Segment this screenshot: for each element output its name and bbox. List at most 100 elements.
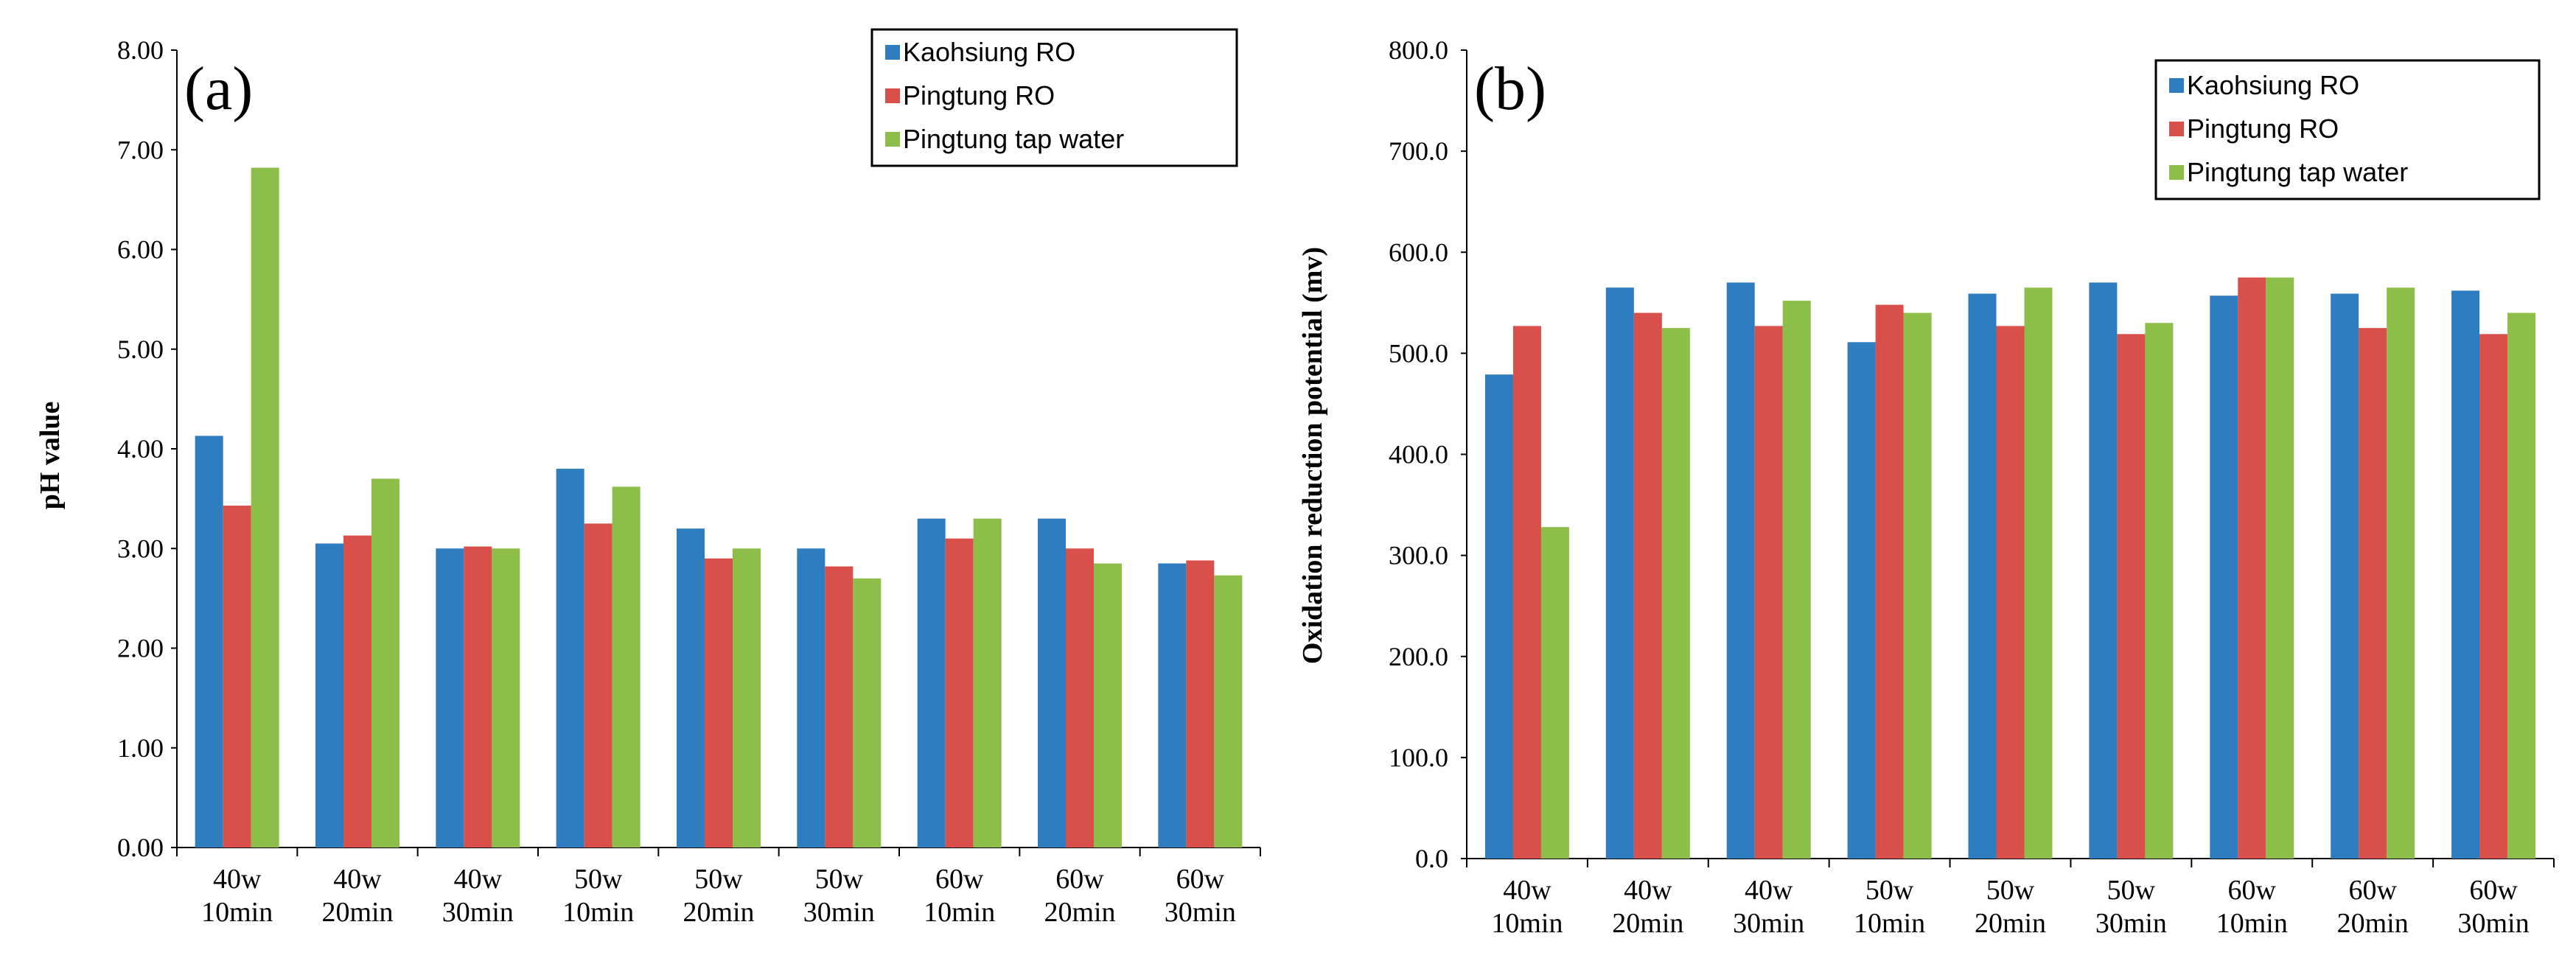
chart-b-xtick-label-power: 40w xyxy=(1503,875,1551,906)
chart-b-bar-pingtung_tap xyxy=(2024,287,2053,859)
chart-b-legend: Kaohsiung RO Pingtung RO Pingtung tap wate… xyxy=(2154,59,2541,200)
chart-a-xtick-label-power: 60w xyxy=(1176,864,1225,895)
chart-a-bar-kaohsiung_ro xyxy=(917,518,946,848)
chart-b-xtick-label-power: 40w xyxy=(1624,875,1672,906)
chart-a-legend-label-pingtung_tap: Pingtung tap water xyxy=(903,124,1124,154)
chart-a-legend-label-kaohsiung_ro: Kaohsiung RO xyxy=(903,37,1075,67)
chart-b-legend-box xyxy=(2154,59,2541,200)
chart-b-bar-kaohsiung_ro xyxy=(1726,282,1755,859)
chart-a-bar-pingtung_tap xyxy=(973,518,1002,848)
chart-b-ylabel: Oxidation reduction potential (mv) xyxy=(1297,247,1328,664)
chart-a-bar-kaohsiung_ro xyxy=(1038,518,1066,848)
chart-a-legend-swatch-pingtung_ro xyxy=(885,88,900,103)
chart-a-bar-kaohsiung_ro xyxy=(436,548,464,848)
chart-a-ytick-label: 1.00 xyxy=(117,733,164,763)
chart-b-orp: 0.0 100.0 200.0 300.0 400.0 500.0 600.0 700.0 80… xyxy=(1297,35,2555,939)
chart-a-bar-pingtung_ro xyxy=(1066,548,1094,848)
chart-b-ytick-label: 100.0 xyxy=(1389,743,1448,772)
chart-b-bar-pingtung_tap xyxy=(2507,312,2536,859)
chart-a-bar-pingtung_tap xyxy=(612,486,640,848)
chart-b-bar-kaohsiung_ro xyxy=(2451,290,2480,859)
chart-b-bar-pingtung_tap xyxy=(2145,323,2174,859)
chart-a-xtick-label-time: 10min xyxy=(924,897,995,928)
chart-b-xtick-label-power: 60w xyxy=(2348,875,2397,906)
chart-a-bar-pingtung_ro xyxy=(464,546,492,848)
chart-b-bar-kaohsiung_ro xyxy=(1968,293,1997,859)
chart-a-bar-kaohsiung_ro xyxy=(677,528,705,848)
chart-a-xtick-label-power: 50w xyxy=(694,864,743,895)
chart-a-legend-swatch-kaohsiung_ro xyxy=(885,45,900,60)
chart-b-ytick-label: 400.0 xyxy=(1389,440,1448,469)
chart-a-ph: 0.001.002.003.004.005.006.007.008.0040w1… xyxy=(35,28,1261,928)
chart-a-ytick-label: 5.00 xyxy=(117,335,164,364)
chart-b-legend-swatch-kaohsiung_ro xyxy=(2169,78,2184,93)
chart-b-ytick-label: 500.0 xyxy=(1389,338,1448,368)
chart-a-bar-pingtung_tap xyxy=(853,578,882,848)
chart-b-bar-kaohsiung_ro xyxy=(1605,287,1634,859)
chart-a-legend-swatch-pingtung_tap xyxy=(885,132,900,147)
chart-b-xtick-label-power: 60w xyxy=(2469,875,2518,906)
chart-b-bar-pingtung_ro xyxy=(2479,334,2508,859)
chart-b-xtick-label-time: 10min xyxy=(1854,908,1925,939)
chart-b-ytick-label: 300.0 xyxy=(1389,541,1448,570)
chart-b-xtick-label-power: 50w xyxy=(2107,875,2156,906)
chart-b-xtick-label-time: 30min xyxy=(1733,908,1804,939)
chart-a-ytick-label: 2.00 xyxy=(117,634,164,663)
chart-b-bar-pingtung_ro xyxy=(1754,326,1783,859)
chart-b-xtick-label-time: 10min xyxy=(1491,908,1563,939)
chart-b-panel-label: (b) xyxy=(1474,55,1546,123)
chart-a-bar-pingtung_tap xyxy=(1214,575,1243,848)
chart-a-bar-kaohsiung_ro xyxy=(797,548,825,848)
chart-b-xtick-label-power: 50w xyxy=(1865,875,1914,906)
chart-a-bar-pingtung_tap xyxy=(492,548,520,848)
chart-a-xtick-label-power: 50w xyxy=(815,864,864,895)
chart-a-bar-pingtung_tap xyxy=(733,548,761,848)
chart-b-bar-kaohsiung_ro xyxy=(2089,282,2118,859)
chart-a-bar-pingtung_ro xyxy=(584,523,612,848)
chart-b-legend-label-pingtung_tap: Pingtung tap water xyxy=(2187,157,2408,187)
chart-b-bar-kaohsiung_ro xyxy=(2210,296,2238,859)
chart-a-ytick-label: 7.00 xyxy=(117,135,164,164)
chart-a-xtick-label-time: 10min xyxy=(562,897,634,928)
chart-b-xtick-label-time: 20min xyxy=(1612,908,1683,939)
chart-b-bar-pingtung_ro xyxy=(1512,326,1541,859)
chart-a-bar-pingtung_tap xyxy=(371,478,399,848)
chart-a-bar-pingtung_ro xyxy=(343,535,371,848)
chart-a-bar-pingtung_ro xyxy=(825,566,854,848)
chart-b-bar-pingtung_tap xyxy=(2266,277,2294,859)
chart-b-bar-pingtung_ro xyxy=(2359,328,2387,859)
chart-b-xtick-label-time: 10min xyxy=(2216,908,2288,939)
chart-a-bar-pingtung_ro xyxy=(705,558,733,848)
chart-b-legend-swatch-pingtung_tap xyxy=(2169,165,2184,180)
chart-b-bar-pingtung_tap xyxy=(2387,287,2415,859)
chart-a-legend-box xyxy=(870,28,1238,167)
chart-b-bar-pingtung_ro xyxy=(2238,277,2266,859)
chart-a-xtick-label-power: 60w xyxy=(935,864,984,895)
chart-b-xtick-label-time: 20min xyxy=(1975,908,2046,939)
chart-b-xtick-label-power: 50w xyxy=(1986,875,2035,906)
chart-a-xtick-label-time: 20min xyxy=(321,897,393,928)
chart-b-bar-pingtung_tap xyxy=(1903,312,1932,859)
chart-b-bar-pingtung_tap xyxy=(1661,328,1690,859)
chart-a-ytick-label: 8.00 xyxy=(117,35,164,65)
chart-a-ylabel: pH value xyxy=(35,402,66,510)
chart-a-bar-pingtung_ro xyxy=(945,538,974,848)
chart-b-ytick-label: 0.0 xyxy=(1415,844,1448,873)
chart-b-legend-label-kaohsiung_ro: Kaohsiung RO xyxy=(2187,70,2359,100)
chart-b-bar-pingtung_tap xyxy=(1782,301,1811,859)
chart-a-xtick-label-time: 20min xyxy=(683,897,754,928)
chart-a-xtick-label-time: 30min xyxy=(803,897,875,928)
chart-b-ytick-label: 700.0 xyxy=(1389,136,1448,166)
chart-a-xtick-label-time: 30min xyxy=(442,897,514,928)
chart-b-xtick-label-time: 30min xyxy=(2095,908,2167,939)
chart-b-bar-kaohsiung_ro xyxy=(2331,293,2359,859)
chart-a-bar-pingtung_tap xyxy=(1094,563,1122,848)
chart-a-legend-label-pingtung_ro: Pingtung RO xyxy=(903,80,1055,111)
chart-a-bar-kaohsiung_ro xyxy=(556,469,584,848)
chart-a-xtick-label-power: 50w xyxy=(574,864,623,895)
chart-b-bar-pingtung_ro xyxy=(1633,312,1662,859)
chart-b-ytick-label: 800.0 xyxy=(1389,35,1448,65)
chart-b-xtick-label-power: 60w xyxy=(2228,875,2277,906)
chart-b-bar-pingtung_ro xyxy=(1996,326,2025,859)
